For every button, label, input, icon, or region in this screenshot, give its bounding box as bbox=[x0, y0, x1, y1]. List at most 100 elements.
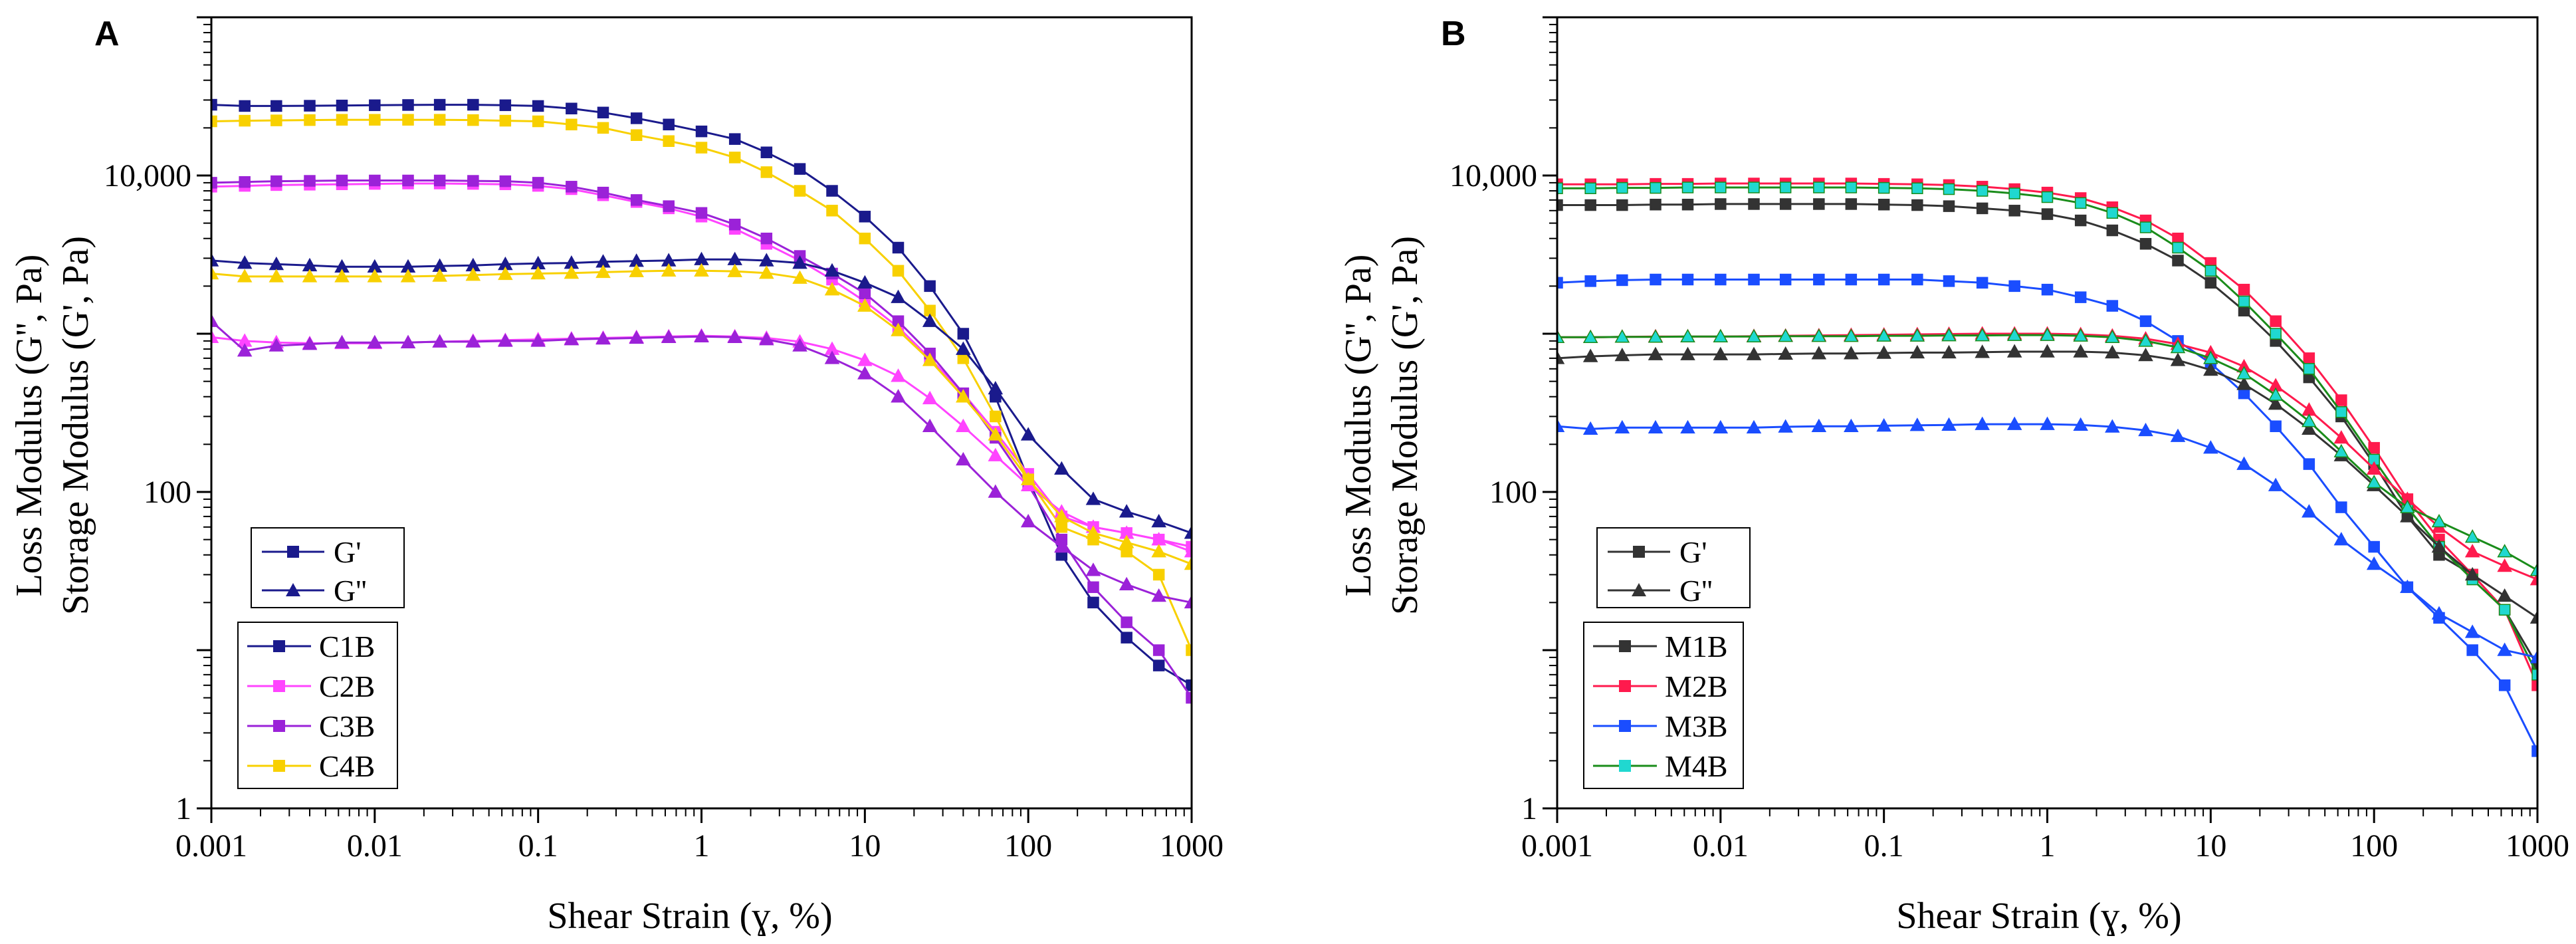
data-point bbox=[1152, 644, 1165, 656]
data-point bbox=[432, 334, 447, 348]
x-tick-label: 100 bbox=[2350, 828, 2398, 864]
data-point bbox=[400, 269, 416, 283]
data-point bbox=[1813, 181, 1825, 193]
series-c3b-loss bbox=[211, 313, 1192, 609]
data-point bbox=[2138, 333, 2153, 347]
plot-area bbox=[211, 98, 1192, 704]
data-point bbox=[892, 265, 905, 277]
data-point bbox=[1813, 198, 1825, 210]
data-point bbox=[663, 135, 675, 147]
data-point bbox=[2203, 362, 2218, 376]
x-tick-label: 1000 bbox=[2506, 828, 2569, 864]
data-point bbox=[1557, 329, 1565, 344]
data-point bbox=[2074, 197, 2087, 209]
data-point bbox=[211, 313, 219, 327]
data-point bbox=[2106, 224, 2119, 237]
data-point bbox=[1680, 419, 1695, 433]
data-point bbox=[695, 142, 708, 154]
data-point bbox=[661, 329, 677, 344]
data-point bbox=[1878, 273, 1890, 286]
data-point bbox=[2400, 579, 2415, 594]
data-point bbox=[211, 253, 219, 267]
panel-b: B Shear Strain (ɣ, %) Loss Modulus (G'',… bbox=[1338, 15, 2569, 937]
data-point bbox=[1557, 182, 1563, 195]
data-point bbox=[728, 152, 741, 164]
data-point bbox=[2238, 295, 2250, 308]
data-point bbox=[302, 336, 318, 350]
data-point bbox=[695, 125, 708, 138]
x-tick-label: 0.1 bbox=[1864, 828, 1904, 864]
data-point bbox=[1650, 273, 1662, 286]
data-point bbox=[402, 174, 414, 187]
data-point bbox=[1876, 417, 1891, 432]
axes-frame bbox=[1556, 16, 2539, 810]
data-point bbox=[728, 218, 741, 231]
x-tick-label: 1 bbox=[694, 828, 710, 864]
data-point bbox=[2268, 387, 2284, 401]
data-point bbox=[859, 232, 871, 245]
data-point bbox=[2531, 679, 2537, 691]
data-point bbox=[1746, 328, 1762, 342]
data-point bbox=[1085, 525, 1101, 539]
data-point bbox=[2006, 416, 2022, 430]
data-point bbox=[239, 100, 251, 112]
data-point bbox=[956, 451, 971, 466]
data-point bbox=[857, 352, 873, 366]
data-point bbox=[2008, 280, 2020, 293]
data-point bbox=[595, 330, 611, 345]
legend-box bbox=[1596, 527, 1751, 608]
data-point bbox=[2041, 208, 2054, 220]
data-point bbox=[1845, 198, 1858, 210]
data-point bbox=[597, 186, 609, 199]
data-point bbox=[1943, 200, 1955, 212]
x-axis-label: Shear Strain (ɣ, %) bbox=[1896, 895, 2181, 937]
data-point bbox=[1941, 417, 1957, 431]
panel-label: B bbox=[1441, 15, 1466, 53]
data-point bbox=[595, 264, 611, 279]
data-point bbox=[2073, 344, 2088, 358]
data-point bbox=[1184, 544, 1192, 558]
data-point bbox=[2106, 207, 2119, 219]
data-point bbox=[1085, 562, 1101, 576]
y-axis-label-loss: Loss Modulus (G'', Pa) bbox=[1338, 255, 1379, 597]
data-point bbox=[334, 334, 350, 348]
data-point bbox=[1876, 328, 1891, 342]
data-point bbox=[402, 114, 414, 126]
data-point bbox=[2303, 352, 2315, 364]
data-point bbox=[629, 263, 644, 277]
y-tick-label: 10,000 bbox=[1449, 158, 1537, 193]
series-line bbox=[1557, 182, 2537, 686]
data-point bbox=[2464, 544, 2480, 558]
data-point bbox=[1844, 346, 1859, 360]
data-point bbox=[891, 368, 906, 382]
data-point bbox=[2170, 352, 2186, 366]
data-point bbox=[237, 269, 253, 283]
data-point bbox=[2073, 417, 2088, 431]
data-point bbox=[824, 263, 840, 277]
data-point bbox=[211, 329, 219, 344]
data-point bbox=[2074, 214, 2087, 227]
data-point bbox=[1119, 534, 1134, 548]
data-point bbox=[694, 263, 709, 277]
series-line bbox=[211, 334, 1192, 553]
data-point bbox=[2204, 277, 2217, 289]
data-point bbox=[1976, 202, 1988, 215]
data-point bbox=[2105, 329, 2120, 344]
x-axis-label: Shear Strain (ɣ, %) bbox=[547, 895, 832, 937]
data-point bbox=[2006, 327, 2022, 341]
data-point bbox=[2335, 406, 2347, 418]
data-point bbox=[1943, 275, 1955, 287]
data-point bbox=[1582, 329, 1598, 344]
data-point bbox=[924, 280, 936, 293]
data-point bbox=[759, 265, 774, 279]
axes-frame bbox=[210, 16, 1193, 810]
data-point bbox=[859, 211, 871, 223]
data-point bbox=[532, 177, 544, 189]
legend-label: M4B bbox=[1665, 749, 1728, 783]
data-point bbox=[433, 174, 446, 187]
data-point bbox=[630, 129, 643, 141]
series-c2b-loss bbox=[211, 328, 1192, 558]
data-point bbox=[1746, 346, 1762, 360]
y-tick-label: 100 bbox=[144, 475, 191, 510]
legend-square-marker bbox=[273, 760, 285, 772]
